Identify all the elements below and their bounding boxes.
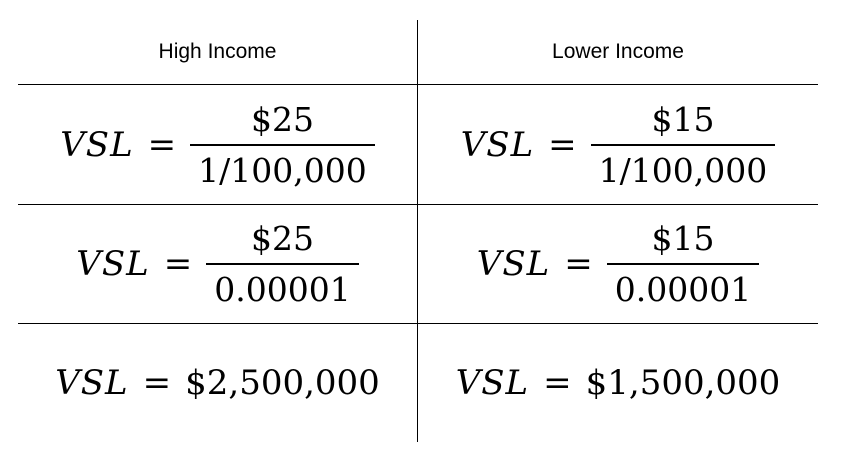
equation: VSL = $15 1/100,000 <box>461 103 776 187</box>
table-cell-high-income-row-3: VSL = $2,500,000 <box>18 324 417 442</box>
variable-label: VSL <box>455 363 530 403</box>
fraction: $25 1/100,000 <box>190 103 375 187</box>
result-value: $1,500,000 <box>585 363 781 403</box>
row-divider-2 <box>18 323 818 324</box>
equation: VSL = $2,500,000 <box>55 363 380 403</box>
column-header-lower-income: Lower Income <box>552 40 684 63</box>
header-row-divider <box>18 84 818 85</box>
table-cell-lower-income-row-2: VSL = $15 0.00001 <box>418 205 818 323</box>
table-cell-lower-income-row-3: VSL = $1,500,000 <box>418 324 818 442</box>
fraction: $25 0.00001 <box>206 219 359 309</box>
equals-sign: = <box>163 244 193 284</box>
equals-sign: = <box>147 124 177 165</box>
denominator: 0.00001 <box>614 270 752 309</box>
equation: VSL = $25 0.00001 <box>76 219 359 309</box>
variable-label: VSL <box>60 124 134 165</box>
numerator: $15 <box>651 219 715 258</box>
result-value: $2,500,000 <box>185 363 380 403</box>
equals-sign: = <box>564 244 593 284</box>
fraction-bar <box>590 143 776 146</box>
equation: VSL = $25 1/100,000 <box>60 103 375 187</box>
variable-label: VSL <box>76 244 150 284</box>
equation: VSL = $15 0.00001 <box>476 219 760 309</box>
table-cell-high-income-row-2: VSL = $25 0.00001 <box>18 205 417 323</box>
equals-sign: = <box>543 363 572 403</box>
fraction: $15 1/100,000 <box>590 99 776 190</box>
denominator: 1/100,000 <box>598 150 768 190</box>
equals-sign: = <box>548 124 577 165</box>
table-cell-lower-income-row-1: VSL = $15 1/100,000 <box>418 85 818 204</box>
column-header-high-income: High Income <box>158 40 277 63</box>
fraction-bar <box>606 263 760 265</box>
variable-label: VSL <box>476 244 551 284</box>
numerator: $15 <box>651 99 715 139</box>
table-cell-high-income-row-1: VSL = $25 1/100,000 <box>18 85 417 204</box>
fraction-bar <box>190 143 375 146</box>
column-divider <box>417 20 418 442</box>
fraction-bar <box>206 263 359 265</box>
numerator: $25 <box>250 99 314 139</box>
variable-label: VSL <box>460 124 535 165</box>
variable-label: VSL <box>55 363 129 403</box>
equation: VSL = $1,500,000 <box>456 363 781 403</box>
denominator: 0.00001 <box>214 270 351 309</box>
denominator: 1/100,000 <box>198 150 367 190</box>
numerator: $25 <box>250 219 314 258</box>
fraction: $15 0.00001 <box>606 219 760 309</box>
equals-sign: = <box>142 363 172 403</box>
row-divider-1 <box>18 204 818 205</box>
